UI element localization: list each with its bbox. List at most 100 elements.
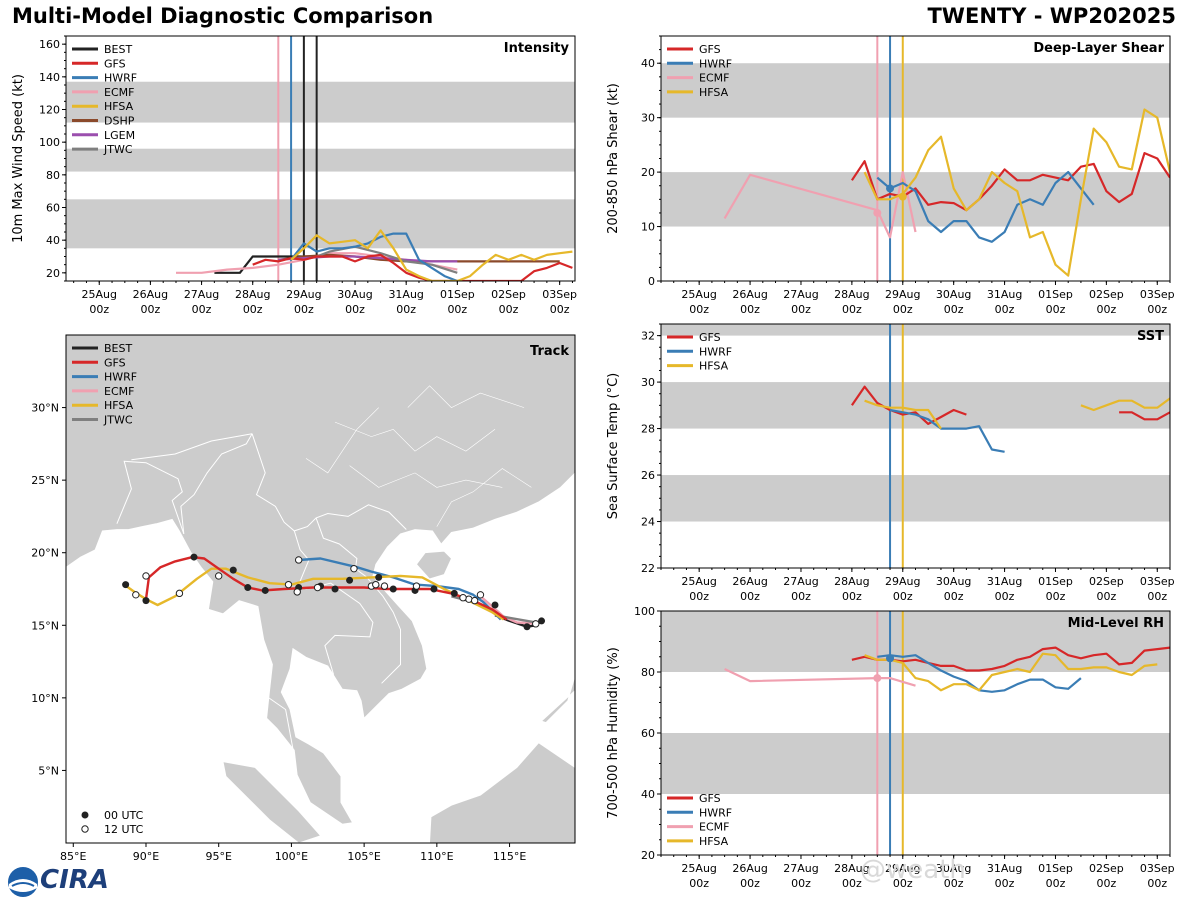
x-tick-label: 00z <box>842 877 862 890</box>
y-tick-label: 60 <box>46 202 60 215</box>
x-tick-label: 00z <box>995 590 1015 603</box>
y-tick-label: 28 <box>641 423 655 436</box>
x-tick-label: 28Aug <box>834 862 869 875</box>
x-tick-label: 02Sep <box>491 288 526 301</box>
series-line-hfsa <box>290 229 573 281</box>
x-tick-label: 01Sep <box>1038 862 1073 875</box>
y-axis-label: 700-500 hPa Humidity (%) <box>606 647 621 819</box>
panel-title: Intensity <box>504 41 570 56</box>
series-line-hfsa <box>1080 397 1170 412</box>
lat-label: 10°N <box>31 692 59 705</box>
shaded-band <box>661 63 1170 118</box>
track-point-12utc <box>412 582 421 590</box>
y-tick-label: 0 <box>648 275 655 288</box>
noaa-logo-icon <box>8 867 38 897</box>
x-tick-label: 00z <box>944 303 964 316</box>
track-point-12utc <box>372 580 380 589</box>
x-tick-label: 00z <box>1147 303 1167 316</box>
x-tick-label: 03Sep <box>1140 575 1175 588</box>
legend-label-gfs: GFS <box>699 331 721 344</box>
series-line-gfs <box>1119 411 1170 421</box>
y-tick-label: 100 <box>39 136 60 149</box>
x-tick-label: 00z <box>1147 877 1167 890</box>
track-point-00utc <box>122 581 130 589</box>
x-tick-label: 02Sep <box>1089 288 1124 301</box>
y-axis-label: Sea Surface Temp (°C) <box>606 373 621 520</box>
legend-label-hwrf: HWRF <box>699 345 732 358</box>
island-sumatra <box>222 761 322 843</box>
legend-label-ecmf: ECMF <box>104 86 134 99</box>
lat-label: 30°N <box>31 402 59 415</box>
map-frame <box>65 334 576 844</box>
init-marker <box>886 184 895 193</box>
x-tick-label: 30Aug <box>337 288 372 301</box>
x-tick-label: 25Aug <box>681 575 716 588</box>
x-tick-label: 01Sep <box>1038 288 1073 301</box>
x-tick-label: 00z <box>842 303 862 316</box>
country-border <box>180 433 253 534</box>
province-border <box>407 385 525 408</box>
series-line-gfs <box>252 253 573 281</box>
x-tick-label: 30Aug <box>936 862 971 875</box>
page-title: Multi-Model Diagnostic Comparison <box>12 4 434 28</box>
legend-label-gfs: GFS <box>104 57 126 70</box>
y-tick-label: 120 <box>39 104 60 117</box>
legend-label-ecmf: ECMF <box>699 72 729 85</box>
country-border <box>251 433 407 532</box>
track-point-12utc <box>350 564 358 573</box>
init-marker <box>886 654 895 663</box>
island-hainan <box>415 550 452 580</box>
panel-intensity: 20 40 60 80 100 120 140 160 25Aug 00z 26Aug 00z 27Au… <box>11 35 577 316</box>
y-tick-label: 40 <box>641 788 655 801</box>
province-border <box>305 407 379 474</box>
legend-label-dshp: DSHP <box>104 115 135 128</box>
track-point-12utc <box>313 583 322 592</box>
x-tick-label: 25Aug <box>82 288 117 301</box>
y-tick-label: 22 <box>641 562 655 575</box>
x-tick-label: 00z <box>1046 303 1066 316</box>
track-point-00utc <box>261 586 269 594</box>
y-tick-label: 40 <box>46 234 60 247</box>
track-point-12utc <box>132 591 140 599</box>
x-tick-label: 00z <box>345 303 365 316</box>
legend-label-hwrf: HWRF <box>699 57 732 70</box>
track-point-12utc <box>476 591 485 599</box>
lon-label: 115°E <box>493 850 526 863</box>
legend-dot-12utc <box>81 825 89 833</box>
x-tick-label: 02Sep <box>1089 862 1124 875</box>
legend-label-best: BEST <box>104 43 132 56</box>
series-line-hfsa <box>863 108 1170 277</box>
shaded-band <box>661 382 1170 429</box>
x-tick-label: 00z <box>791 303 811 316</box>
shaded-band <box>661 475 1170 522</box>
legend-label-jtwc: JTWC <box>103 143 133 156</box>
x-tick-label: 00z <box>995 303 1015 316</box>
y-tick-label: 60 <box>641 727 655 740</box>
track-point-12utc <box>293 588 301 596</box>
x-tick-label: 26Aug <box>732 575 767 588</box>
shaded-band <box>661 611 1170 672</box>
x-tick-label: 27Aug <box>184 288 219 301</box>
panel-rh: 20 40 60 80 100 25Aug 00z 26Aug 00z 27Aug 00z 28Aug… <box>606 605 1175 890</box>
x-tick-label: 00z <box>1147 590 1167 603</box>
x-tick-label: 30Aug <box>936 575 971 588</box>
y-axis-label: 10m Max Wind Speed (kt) <box>11 74 26 243</box>
y-tick-label: 20 <box>46 267 60 280</box>
x-tick-label: 00z <box>740 877 760 890</box>
x-tick-label: 00z <box>447 303 467 316</box>
lat-label: 15°N <box>31 619 59 632</box>
legend-label-hwrf: HWRF <box>699 806 732 819</box>
series-line-hfsa <box>864 652 1158 692</box>
legend-label-gfs: GFS <box>104 356 126 369</box>
province-border <box>334 421 496 452</box>
track-point-12utc <box>459 594 467 602</box>
legend-label-hfsa: HFSA <box>699 86 729 99</box>
panel-title: SST <box>1137 329 1164 344</box>
x-tick-label: 00z <box>842 590 862 603</box>
track-point-00utc <box>142 597 150 605</box>
x-tick-label: 00z <box>791 877 811 890</box>
legend-label-hwrf: HWRF <box>104 72 137 85</box>
x-tick-label: 00z <box>689 877 709 890</box>
x-tick-label: 31Aug <box>987 862 1022 875</box>
